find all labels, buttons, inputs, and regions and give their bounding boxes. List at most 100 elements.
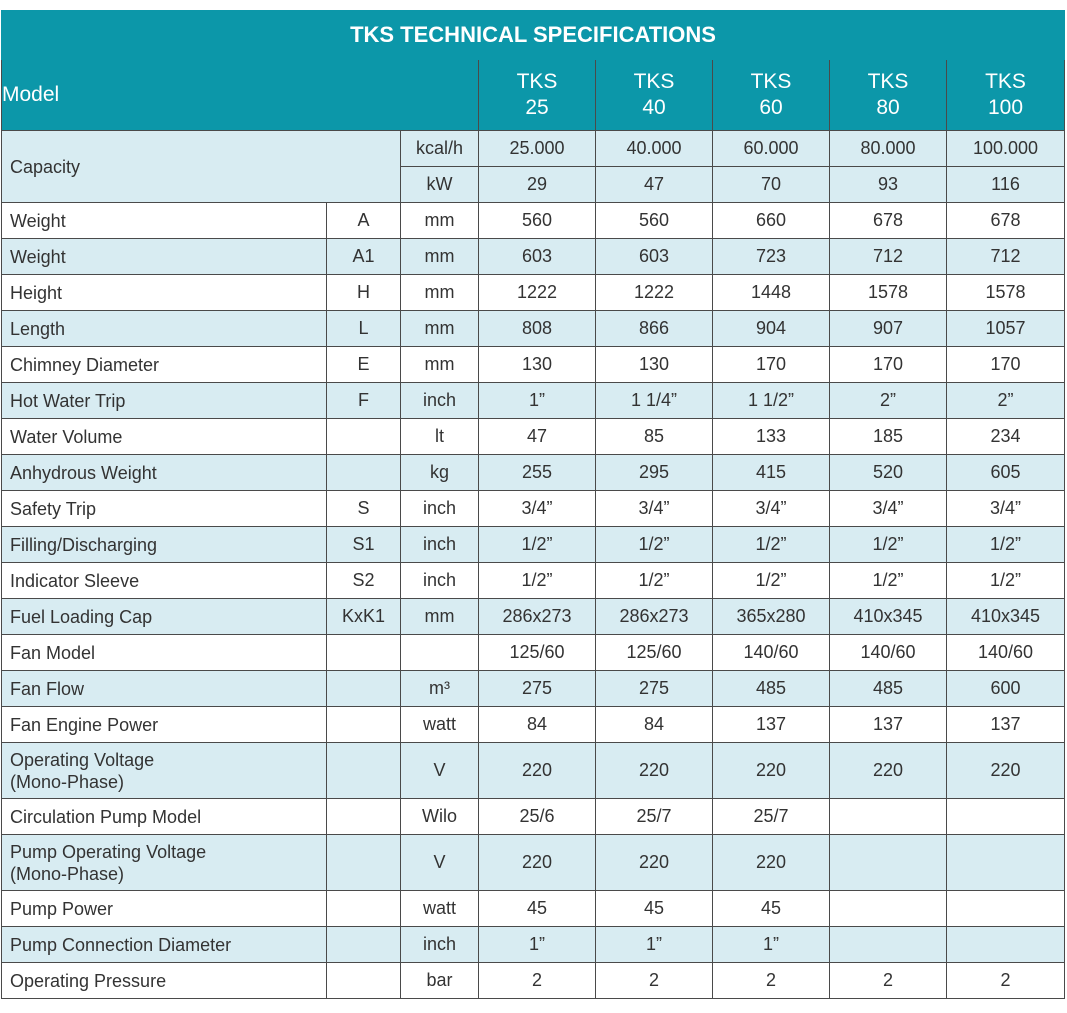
value-cell: 220 [478,834,596,891]
value-cell: 1/2” [829,562,947,599]
value-cell: 485 [712,670,830,707]
value-cell: 907 [829,310,947,347]
value-cell: 605 [946,454,1065,491]
value-cell: 130 [478,346,596,383]
value-cell [946,926,1065,963]
symbol-cell: L [326,310,401,347]
row-name: Capacity [1,130,401,203]
value-cell [946,798,1065,835]
symbol-cell: S2 [326,562,401,599]
symbol-cell: S1 [326,526,401,563]
value-cell: 1 1/2” [712,382,830,419]
value-cell: 560 [595,202,713,239]
row-name-line: Weight [10,246,66,267]
value-cell: 1 1/4” [595,382,713,419]
row-name: Length [1,310,327,347]
row-name-line: Fan Model [10,642,96,663]
value-cell [829,890,947,927]
value-cell: 185 [829,418,947,455]
value-cell: 133 [712,418,830,455]
value-cell: 1/2” [946,562,1065,599]
value-cell: 40.000 [595,130,713,167]
value-cell: 45 [712,890,830,927]
value-cell: 70 [712,166,830,203]
symbol-cell [326,742,401,799]
row-name-line: Length [10,318,66,339]
row-name-line: Operating Voltage [10,749,155,770]
value-cell: 137 [829,706,947,743]
row-name: Circulation Pump Model [1,798,327,835]
unit-cell: kg [400,454,479,491]
value-cell: 220 [478,742,596,799]
row-name: Operating Voltage (Mono-Phase) [1,742,327,799]
row-name: Operating Pressure [1,962,327,999]
value-cell: 220 [712,742,830,799]
row-name-line: Pump Connection Diameter [10,934,232,955]
table-row: Fan Flow m³ 275 275 485 485 600 [1,670,1065,707]
value-cell: 2 [478,962,596,999]
row-name: Filling/Discharging [1,526,327,563]
row-name: Chimney Diameter [1,346,327,383]
row-name: Fan Engine Power [1,706,327,743]
value-cell: 140/60 [946,634,1065,671]
row-name-line: Filling/Discharging [10,534,158,555]
value-cell: 520 [829,454,947,491]
value-cell: 365x280 [712,598,830,635]
table-row: Operating Pressure bar 2 2 2 2 2 [1,962,1065,999]
value-cell: 47 [478,418,596,455]
value-cell: 170 [829,346,947,383]
value-cell [946,890,1065,927]
row-name-line: Fan Engine Power [10,714,159,735]
value-cell: 1/2” [478,526,596,563]
value-cell: 29 [478,166,596,203]
table-row: Pump Connection Diameter inch 1” 1” 1” [1,926,1065,963]
unit-cell: inch [400,926,479,963]
table-row: Water Volume lt 47 85 133 185 234 [1,418,1065,455]
value-cell: 220 [712,834,830,891]
row-name-line: (Mono-Phase) [10,771,125,792]
value-cell: 603 [478,238,596,275]
table-row: Fan Model 125/60 125/60 140/60 140/60 140/60 [1,634,1065,671]
value-cell [829,834,947,891]
row-name-line: Weight [10,210,66,231]
row-name: Water Volume [1,418,327,455]
unit-cell: watt [400,890,479,927]
value-cell: 3/4” [946,490,1065,527]
unit-cell: mm [400,310,479,347]
value-cell: 808 [478,310,596,347]
symbol-cell [326,418,401,455]
model-header-tks-100: TKS 100 [946,59,1065,131]
value-cell: 603 [595,238,713,275]
table-row: Pump Operating Voltage (Mono-Phase) V 220 22… [1,834,1065,891]
value-cell: 600 [946,670,1065,707]
value-cell: 295 [595,454,713,491]
value-cell: 275 [595,670,713,707]
row-name-line: (Mono-Phase) [10,863,125,884]
value-cell: 1/2” [712,562,830,599]
value-cell: 85 [595,418,713,455]
value-cell: 170 [946,346,1065,383]
row-name: Height [1,274,327,311]
value-cell: 2 [946,962,1065,999]
value-cell: 286x273 [478,598,596,635]
value-cell: 93 [829,166,947,203]
value-cell: 255 [478,454,596,491]
symbol-cell [326,798,401,835]
table-row: Weight A1 mm 603 603 723 712 712 [1,238,1065,275]
value-cell: 723 [712,238,830,275]
row-name-line: Operating Pressure [10,970,167,991]
row-name-line: Water Volume [10,426,123,447]
row-name: Safety Trip [1,490,327,527]
value-cell: 410x345 [829,598,947,635]
symbol-cell [326,706,401,743]
value-cell [829,926,947,963]
value-cell: 1/2” [478,562,596,599]
value-cell: 47 [595,166,713,203]
row-name-line: Fan Flow [10,678,85,699]
value-cell: 2 [829,962,947,999]
symbol-cell [326,926,401,963]
row-name: Pump Connection Diameter [1,926,327,963]
unit-cell: mm [400,346,479,383]
unit-cell: inch [400,490,479,527]
